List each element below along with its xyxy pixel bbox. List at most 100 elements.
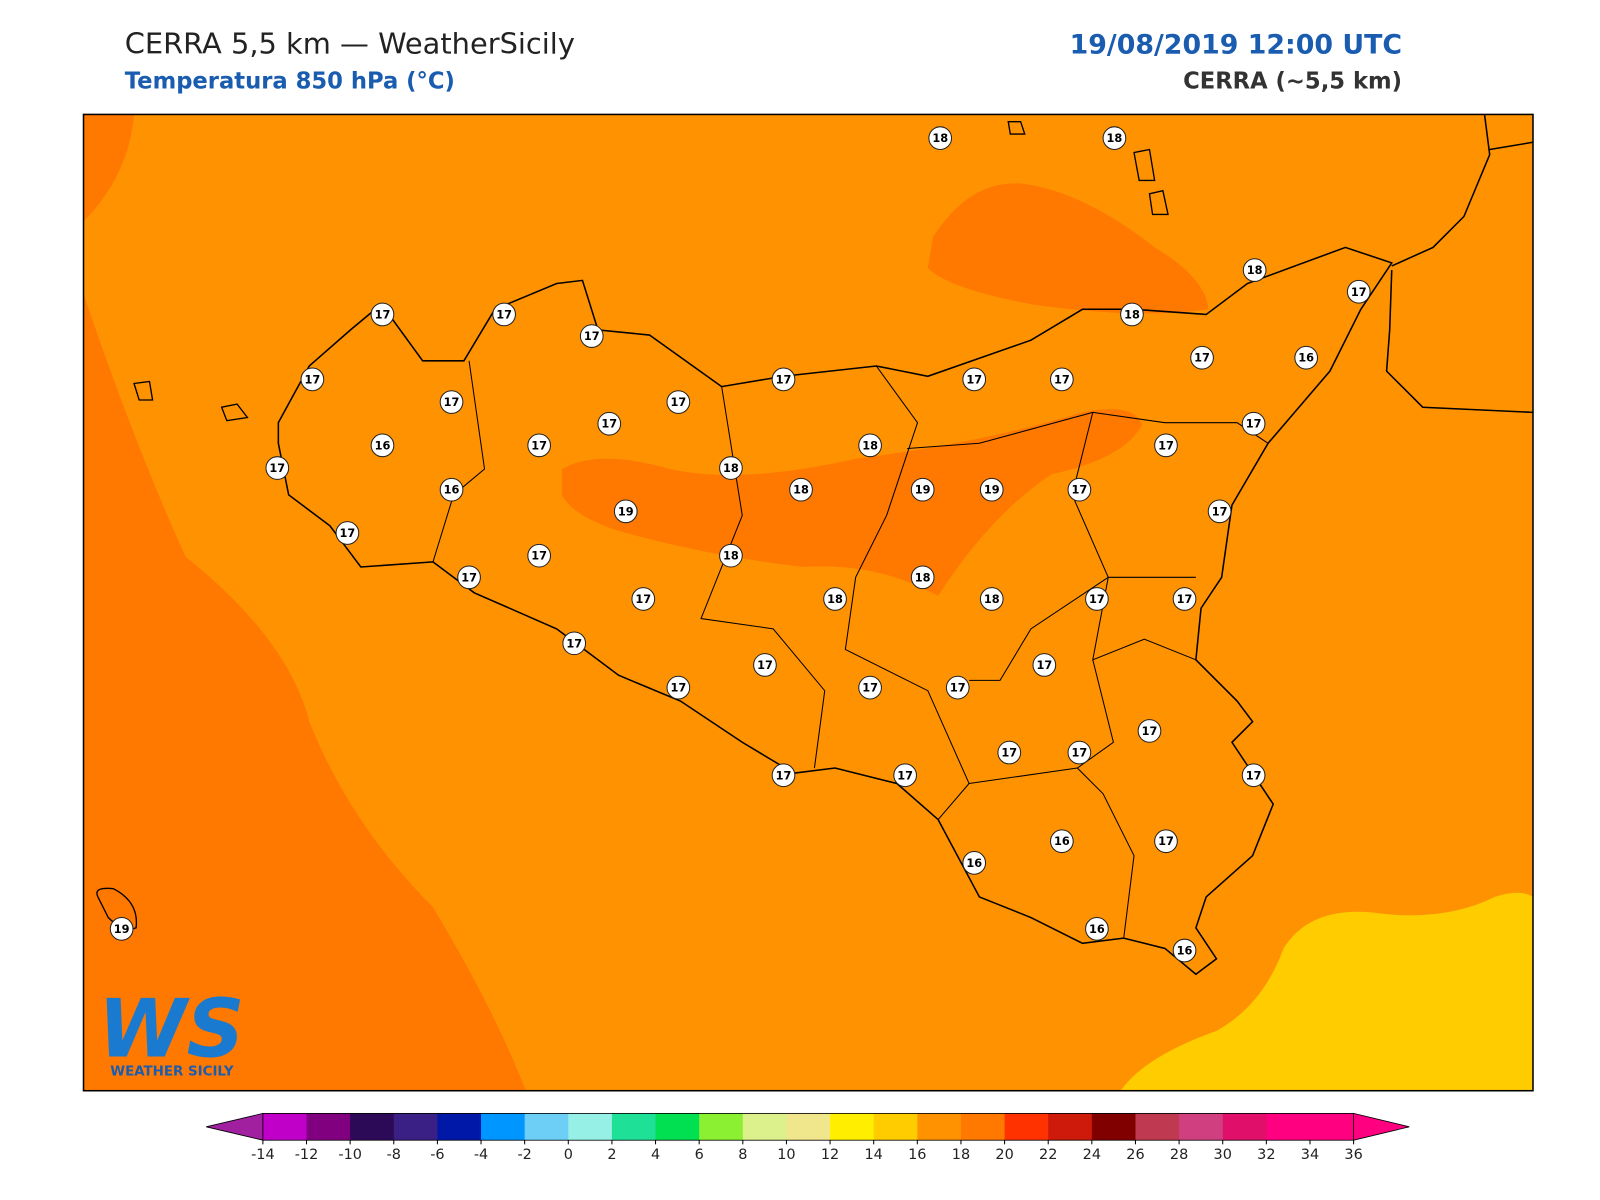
colorbar-segment: [611, 1113, 657, 1141]
station-value: 19: [618, 504, 634, 518]
station: 17: [893, 763, 918, 788]
station-value: 17: [670, 681, 686, 695]
colorbar-tick-label: 26: [1126, 1147, 1144, 1163]
station-value: 18: [915, 570, 931, 584]
colorbar-segment: [1135, 1113, 1180, 1141]
colorbar-segment: [393, 1113, 438, 1141]
station-marker: [439, 390, 464, 414]
station: 19: [613, 499, 638, 524]
station-value: 18: [793, 483, 809, 497]
colorbar-segment: [481, 1113, 526, 1141]
station-marker: [910, 565, 935, 590]
station-value: 16: [1089, 922, 1105, 936]
station: 17: [1154, 829, 1178, 854]
station: 16: [439, 477, 464, 502]
station-value: 17: [1158, 438, 1174, 452]
datetime: 19/08/2019 12:00 UTC: [1070, 30, 1402, 61]
colorbar-segment: [917, 1113, 962, 1141]
station-value: 18: [984, 592, 1000, 606]
station-value: 17: [776, 768, 792, 782]
colorbar-segment: [1004, 1113, 1049, 1141]
station: 17: [1241, 763, 1266, 788]
colorbar: -14 -12 -10 -8 -6 -4 -2 0 2 4 6 8 10 12 14 16 18 20 22 24 26…: [206, 1112, 1410, 1163]
station-value: 17: [496, 307, 512, 321]
colorbar-tick-label: 24: [1083, 1147, 1101, 1163]
station: 17: [1067, 477, 1092, 502]
station-marker: [1154, 829, 1178, 854]
colorbar-tick-label: 6: [695, 1147, 704, 1163]
field-warm: [561, 409, 1143, 596]
station: 17: [370, 302, 395, 327]
station-value: 18: [1107, 131, 1123, 145]
station-marker: [1154, 433, 1178, 458]
station: 17: [265, 456, 290, 480]
map-area: 18 18 18 17 17 17 17 18 17 17 17 17 17 16 17 17 17 17 16 17…: [83, 114, 1533, 1091]
colorbar-tick-label: 28: [1170, 1147, 1188, 1163]
station-marker: [1067, 740, 1092, 765]
station-marker: [562, 631, 587, 656]
station: 18: [719, 456, 743, 480]
colorbar-tick-label: 36: [1344, 1147, 1362, 1163]
station-marker: [457, 565, 481, 590]
station-value: 17: [531, 438, 547, 452]
station-marker: [1085, 587, 1109, 611]
station: 18: [979, 587, 1004, 611]
station: 17: [945, 675, 970, 700]
station-value: 17: [1158, 834, 1174, 848]
colorbar-tick-label: 34: [1301, 1147, 1319, 1163]
station-value: 16: [1298, 351, 1314, 365]
station: 17: [1050, 367, 1074, 392]
station-value: 17: [1071, 483, 1087, 497]
colorbar-tick-label: -2: [517, 1147, 531, 1163]
station: 17: [457, 565, 481, 590]
station-marker: [962, 367, 987, 392]
station-marker: [910, 477, 935, 502]
station-marker: [858, 675, 882, 700]
station-marker: [1102, 126, 1127, 150]
station-value: 18: [1247, 263, 1263, 277]
station-value: 17: [1089, 592, 1105, 606]
station: 17: [527, 543, 552, 568]
colorbar-segment: [960, 1113, 1006, 1141]
colorbar-tick-label: -14: [251, 1147, 275, 1163]
colorbar-tick-label: 8: [738, 1147, 747, 1163]
station: 17: [335, 521, 360, 545]
station-value: 17: [862, 681, 878, 695]
subtitle: Temperatura 850 hPa (°C): [125, 69, 455, 95]
colorbar-tick-label: -4: [474, 1147, 488, 1163]
station: 17: [1207, 499, 1232, 524]
station: 17: [666, 675, 691, 700]
station-value: 18: [862, 438, 878, 452]
colorbar-segment: [655, 1113, 700, 1141]
colorbar-segment: [568, 1113, 613, 1141]
station-marker: [1050, 367, 1074, 392]
station: 18: [928, 126, 953, 150]
station: 18: [719, 543, 743, 568]
station: 19: [910, 477, 935, 502]
station-value: 18: [1124, 307, 1140, 321]
station: 18: [1102, 126, 1127, 150]
colorbar-tick-label: 4: [651, 1147, 660, 1163]
station-value: 17: [444, 395, 460, 409]
station-value: 16: [1054, 834, 1070, 848]
station-marker: [666, 675, 691, 700]
colorbar-tick-label: -12: [295, 1147, 319, 1163]
station-marker: [1067, 477, 1092, 502]
station-marker: [1172, 938, 1197, 963]
station-marker: [597, 411, 622, 436]
logo-text: WEATHER SICILY: [110, 1064, 234, 1079]
station-value: 17: [670, 395, 686, 409]
logo-mark: WS: [98, 982, 245, 1076]
colorbar-segment: [350, 1113, 395, 1141]
colorbar-under: [206, 1112, 264, 1141]
station: 16: [1085, 917, 1109, 941]
station-value: 17: [269, 461, 285, 475]
station: 17: [1032, 653, 1057, 677]
station-value: 16: [1177, 944, 1193, 958]
station: 16: [1050, 829, 1074, 854]
field-warm: [83, 114, 135, 222]
station: 19: [109, 917, 134, 941]
station-marker: [1137, 719, 1162, 743]
colorbar-segment: [524, 1113, 569, 1141]
station: 17: [439, 390, 464, 414]
